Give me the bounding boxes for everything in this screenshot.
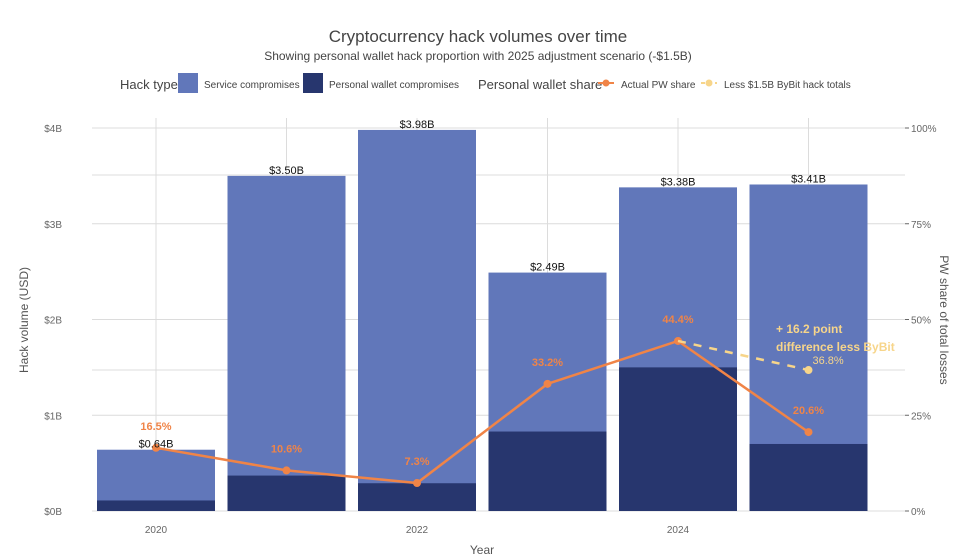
legend-hack-type-title: Hack type	[120, 77, 178, 92]
x-tick-label: 2024	[667, 525, 690, 536]
bar-total-label: $3.98B	[400, 119, 435, 131]
y-tick-label: $2B	[44, 316, 62, 327]
actual-pw-point-2025	[804, 428, 813, 437]
y-tick-label: $3B	[44, 220, 62, 231]
actual-pw-label: 20.6%	[793, 405, 824, 417]
y-tick-label: $1B	[44, 411, 62, 422]
legend: Hack type Service compromises Personal w…	[120, 73, 851, 93]
legend-personal-label: Personal wallet compromises	[329, 80, 459, 91]
legend-service-label: Service compromises	[204, 80, 300, 91]
actual-pw-label: 33.2%	[532, 357, 563, 369]
y-tick-label: $4B	[44, 124, 62, 135]
legend-less-label: Less $1.5B ByBit hack totals	[724, 80, 851, 91]
y2-axis-title: PW share of total losses	[937, 255, 951, 384]
actual-pw-label: 44.4%	[662, 314, 693, 326]
actual-pw-label: 10.6%	[271, 443, 302, 455]
bar-total-label: $3.41B	[791, 173, 826, 185]
bar-personal-2022	[358, 483, 476, 511]
y-axis-title: Hack volume (USD)	[17, 267, 31, 373]
y-tick-label: $0B	[44, 507, 62, 518]
bar-service-2022	[358, 129, 476, 512]
x-tick-label: 2020	[145, 525, 168, 536]
y2-tick-label: 0%	[911, 507, 926, 518]
legend-share-title: Personal wallet share	[478, 77, 602, 92]
annotation-line: + 16.2 point	[776, 322, 842, 336]
bar-personal-2025	[749, 443, 868, 511]
less-bybit-point	[804, 366, 813, 375]
legend-actual-label: Actual PW share	[621, 80, 696, 91]
legend-actual-point	[602, 79, 610, 87]
actual-pw-label: 7.3%	[404, 456, 429, 468]
y2-tick-label: 50%	[911, 316, 931, 327]
actual-pw-point-2022	[413, 479, 421, 488]
actual-pw-label: 16.5%	[140, 421, 171, 433]
bar-personal-2024	[619, 367, 737, 511]
bar-personal-2020	[97, 500, 215, 511]
chart-title: Cryptocurrency hack volumes over time	[329, 27, 628, 46]
bar-total-label: $0.64B	[139, 439, 174, 451]
less-bybit-label: 36.8%	[813, 355, 844, 367]
bar-total-label: $2.49B	[530, 262, 565, 274]
bar-personal-2021	[227, 475, 346, 511]
bar-total-label: $3.50B	[269, 165, 304, 177]
bar-total-label: $3.38B	[661, 176, 696, 188]
y2-tick-label: 25%	[911, 411, 931, 422]
actual-pw-point-2023	[543, 379, 552, 388]
x-tick-label: 2022	[406, 525, 429, 536]
legend-service-swatch	[178, 73, 198, 93]
less-bybit-line	[677, 339, 809, 372]
x-axis-title: Year	[470, 543, 494, 557]
actual-pw-point-2020	[152, 443, 160, 452]
legend-less-point	[705, 79, 713, 87]
legend-personal-swatch	[303, 73, 323, 93]
y2-tick-label: 75%	[911, 220, 931, 231]
actual-pw-share-line	[155, 339, 810, 485]
bar-service-2021	[227, 175, 346, 511]
bar-personal-2023	[488, 431, 607, 511]
actual-pw-point-2021	[282, 466, 291, 475]
annotation-line: difference less ByBit	[776, 340, 895, 354]
y2-tick-label: 100%	[911, 124, 937, 135]
chart-subtitle: Showing personal wallet hack proportion …	[264, 49, 692, 63]
